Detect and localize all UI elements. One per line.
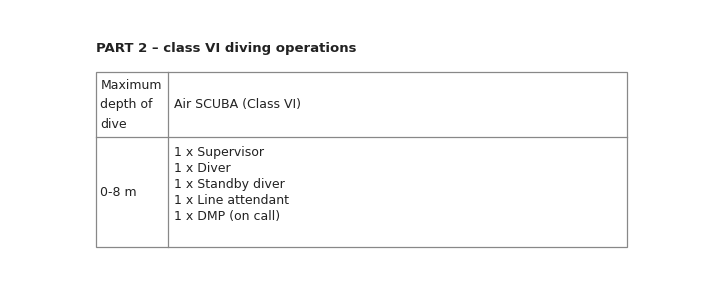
Text: Maximum
depth of
dive: Maximum depth of dive (100, 79, 162, 131)
Text: 1 x DMP (on call): 1 x DMP (on call) (174, 210, 280, 223)
Text: Air SCUBA (Class VI): Air SCUBA (Class VI) (174, 98, 301, 111)
Text: 1 x Supervisor: 1 x Supervisor (174, 146, 263, 159)
Text: 1 x Diver: 1 x Diver (174, 162, 230, 175)
Text: 0-8 m: 0-8 m (100, 186, 137, 199)
Text: PART 2 – class VI diving operations: PART 2 – class VI diving operations (97, 42, 357, 55)
Text: 1 x Standby diver: 1 x Standby diver (174, 178, 285, 191)
Text: 1 x Line attendant: 1 x Line attendant (174, 194, 289, 207)
